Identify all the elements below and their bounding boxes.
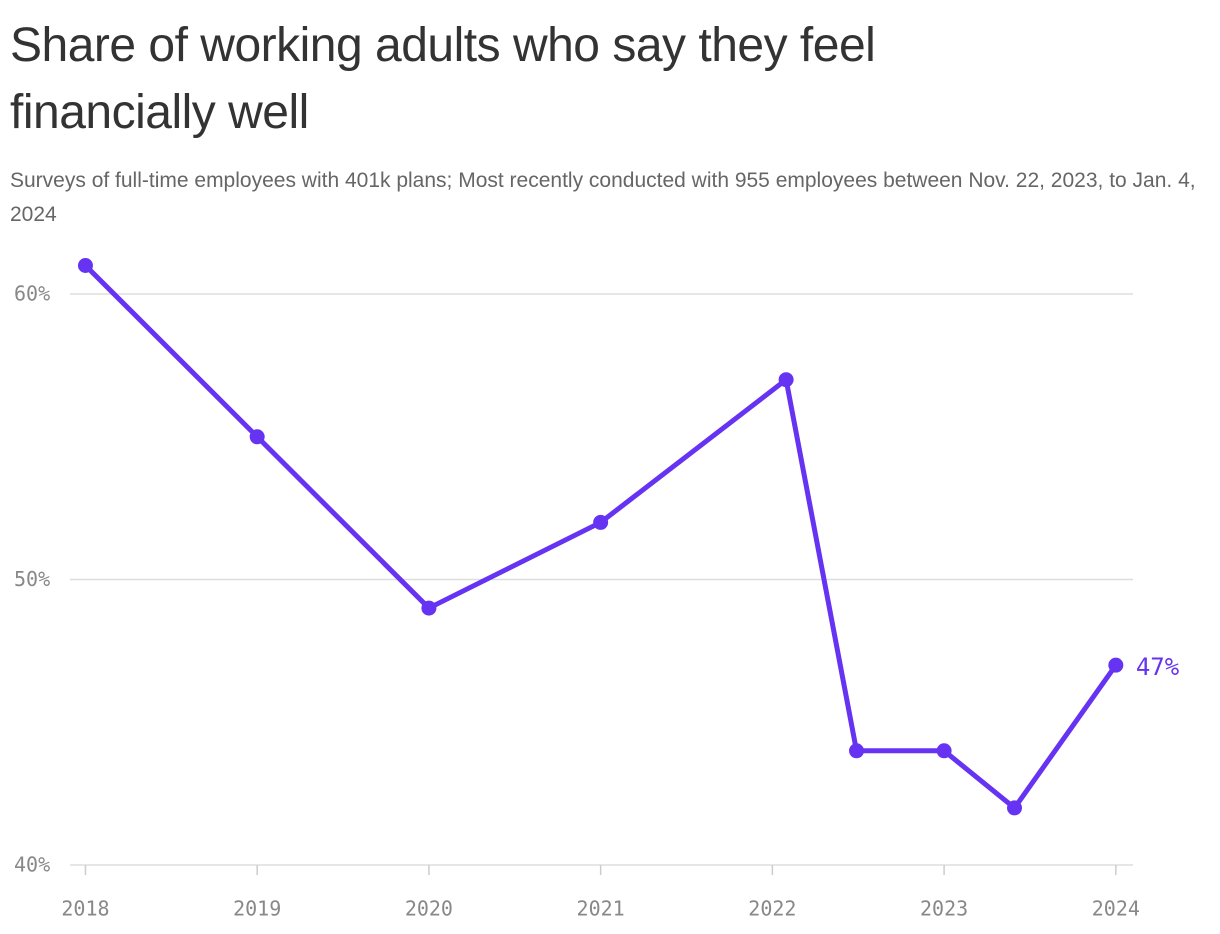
y-tick-label: 40% <box>14 853 50 877</box>
tick-label-bg <box>10 566 68 593</box>
point <box>849 743 865 759</box>
y-tick-label: 50% <box>14 567 50 591</box>
point <box>936 743 952 759</box>
chart-title: Share of working adults who say they fee… <box>10 19 876 139</box>
tick-label-bg <box>10 852 68 878</box>
chart-subtitle: Surveys of full-time employees with 401k… <box>10 169 1196 226</box>
x-tick-label: 2020 <box>405 897 453 921</box>
tick-label-bg <box>10 281 68 308</box>
value-label: 47% <box>1136 653 1180 681</box>
point <box>1108 657 1124 673</box>
point <box>593 514 609 530</box>
point <box>778 372 794 388</box>
x-tick-label: 2021 <box>577 897 625 921</box>
x-tick-label: 2023 <box>920 897 968 921</box>
y-tick-label: 60% <box>14 282 50 306</box>
x-tick-label: 2022 <box>748 897 796 921</box>
point <box>249 429 265 445</box>
x-tick-label: 2024 <box>1092 897 1140 921</box>
point <box>77 258 93 273</box>
point <box>421 600 437 616</box>
x-tick-label: 2018 <box>61 897 109 921</box>
line <box>83 263 1118 811</box>
x-tick-label: 2019 <box>233 897 281 921</box>
point <box>1007 800 1023 816</box>
